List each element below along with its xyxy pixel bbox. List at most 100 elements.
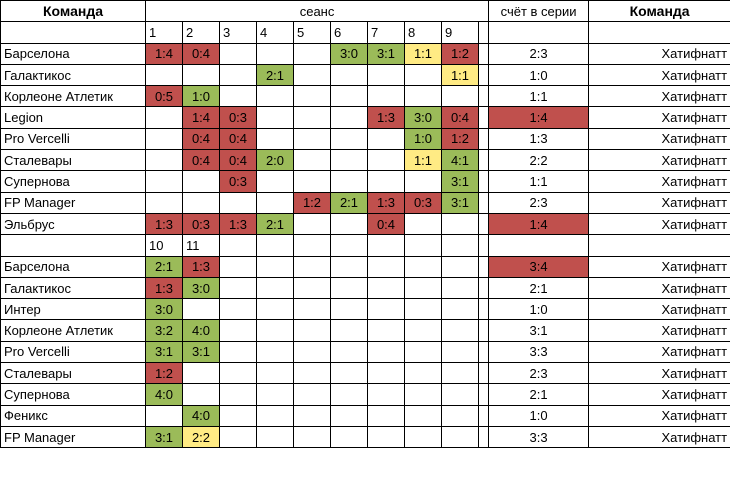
empty-cell: [477, 425, 490, 449]
empty-cell: [256, 425, 294, 449]
empty-cell: [477, 21, 490, 44]
table-row: Супернова 0:3 3:1 1:1 Хатифнатт: [0, 170, 730, 193]
opponent-name: Хатифнатт: [588, 255, 730, 278]
empty-cell: [367, 276, 405, 300]
score-cell: [404, 170, 442, 193]
score-cell: 0:3: [404, 191, 442, 214]
score-cell: 0:3: [219, 170, 257, 193]
empty-cell: [441, 362, 479, 385]
score-cell: [293, 106, 331, 129]
empty-cell: [293, 255, 331, 278]
session-number: 5: [293, 21, 331, 44]
table-row: Супернова 4:0 2:1 Хатифнатт: [0, 383, 730, 406]
team-name: Pro Vercelli: [0, 340, 146, 364]
series-score: 3:1: [488, 319, 590, 342]
session-number: 9: [441, 21, 479, 44]
team-name: Феникс: [0, 404, 146, 427]
opponent-name: Хатифнатт: [588, 425, 730, 449]
empty-cell: [404, 255, 442, 278]
session-number: 8: [404, 21, 442, 44]
score-cell: [145, 63, 183, 87]
session-number: 1: [145, 21, 183, 44]
opponent-name: Хатифнатт: [588, 127, 730, 151]
score-cell: 3:0: [182, 276, 220, 300]
score-cell: [293, 42, 331, 65]
empty-cell: [404, 298, 442, 321]
session-number: 2: [182, 21, 220, 44]
score-cell: [256, 106, 294, 129]
empty-cell: [367, 319, 405, 342]
empty-cell: [330, 362, 368, 385]
empty-cell: [0, 234, 146, 257]
empty-cell: [477, 340, 490, 364]
team-name: Интер: [0, 298, 146, 321]
series-score: 1:1: [488, 85, 590, 108]
empty-cell: [477, 106, 490, 129]
empty-cell: [477, 362, 490, 385]
header-row: Команда сеанс счёт в серии Команда: [0, 0, 730, 23]
score-cell: 1:3: [219, 212, 257, 236]
series-score: 1:0: [488, 298, 590, 321]
score-cell: 3:1: [145, 425, 183, 449]
empty-cell: [256, 276, 294, 300]
empty-cell: [219, 276, 257, 300]
empty-cell: [404, 234, 442, 257]
series-score: 2:3: [488, 362, 590, 385]
score-cell: [367, 149, 405, 172]
empty-cell: [293, 298, 331, 321]
score-cell: 3:1: [441, 191, 479, 214]
score-cell: 2:1: [330, 191, 368, 214]
score-cell: 1:4: [182, 106, 220, 129]
series-score: 3:3: [488, 425, 590, 449]
score-cell: [330, 170, 368, 193]
session-number: 4: [256, 21, 294, 44]
opponent-name: Хатифнатт: [588, 319, 730, 342]
score-cell: [145, 191, 183, 214]
team-name: Эльбрус: [0, 212, 146, 236]
score-cell: 1:1: [404, 42, 442, 65]
score-cell: [404, 85, 442, 108]
score-cell: 0:4: [219, 149, 257, 172]
table-row: Pro Vercelli 0:4 0:4 1:0 1:2 1:3 Хатифнатт: [0, 127, 730, 151]
score-cell: [367, 127, 405, 151]
session-number: 7: [367, 21, 405, 44]
score-cell: 2:1: [256, 63, 294, 87]
series-score: 1:3: [488, 127, 590, 151]
table-row: Корлеоне Атлетик 0:5 1:0 1:1 Хатифнатт: [0, 85, 730, 108]
empty-cell: [256, 298, 294, 321]
team-name: Супернова: [0, 170, 146, 193]
empty-cell: [367, 362, 405, 385]
series-score: 2:2: [488, 149, 590, 172]
series-score-header: счёт в серии: [488, 0, 590, 23]
score-cell: 3:1: [441, 170, 479, 193]
empty-cell: [0, 21, 146, 44]
empty-cell: [404, 276, 442, 300]
score-cell: [293, 149, 331, 172]
empty-cell: [441, 404, 479, 427]
score-cell: [219, 42, 257, 65]
score-cell: 4:1: [441, 149, 479, 172]
score-cell: 1:1: [404, 149, 442, 172]
empty-cell: [588, 21, 730, 44]
score-cell: [367, 170, 405, 193]
opponent-name: Хатифнатт: [588, 212, 730, 236]
score-cell: [293, 63, 331, 87]
score-cell: [404, 212, 442, 236]
empty-cell: [477, 212, 490, 236]
empty-cell: [477, 63, 490, 87]
empty-cell: [330, 234, 368, 257]
score-cell: 0:4: [441, 106, 479, 129]
score-cell: [182, 362, 220, 385]
empty-cell: [330, 255, 368, 278]
score-cell: 3:0: [330, 42, 368, 65]
empty-cell: [488, 21, 590, 44]
score-cell: [145, 149, 183, 172]
empty-cell: [441, 383, 479, 406]
opponent-name: Хатифнатт: [588, 404, 730, 427]
session-number: 11: [182, 234, 220, 257]
empty-cell: [293, 319, 331, 342]
team-name: Барселона: [0, 42, 146, 65]
table-row: Интер 3:0 1:0 Хатифнатт: [0, 298, 730, 321]
